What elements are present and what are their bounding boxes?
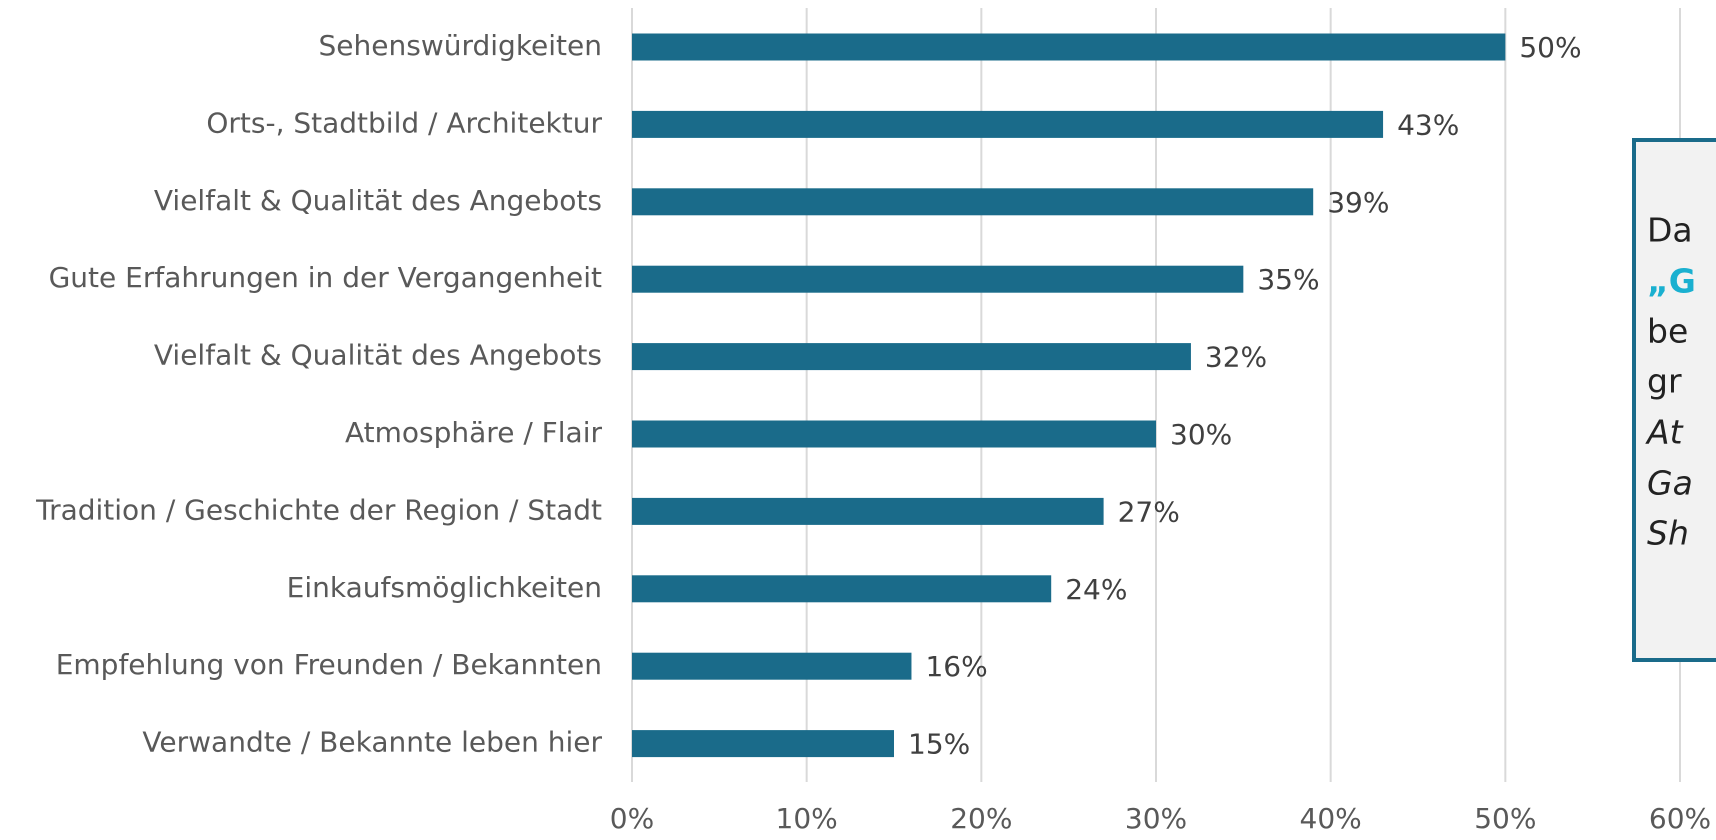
category-label: Orts-, Stadtbild / Architektur: [206, 106, 602, 139]
callout: Da „G be gr At Ga Sh: [1632, 138, 1716, 662]
category-label: Vielfalt & Qualität des Angebots: [154, 184, 602, 217]
x-tick-label: 40%: [1300, 802, 1362, 835]
category-label: Gute Erfahrungen in der Vergangenheit: [49, 261, 602, 294]
value-label: 30%: [1170, 418, 1232, 451]
bar: [632, 652, 912, 680]
bar: [632, 188, 1314, 216]
x-tick-label: 20%: [950, 802, 1012, 835]
callout-text: At: [1645, 413, 1684, 452]
callout-text: Sh: [1647, 514, 1689, 553]
category-label: Tradition / Geschichte der Region / Stad…: [35, 493, 602, 526]
value-label: 43%: [1397, 108, 1459, 141]
bar: [632, 730, 894, 758]
category-label: Vielfalt & Qualität des Angebots: [154, 339, 602, 372]
value-label: 39%: [1327, 186, 1389, 219]
callout-text: „G: [1647, 262, 1696, 301]
category-label: Empfehlung von Freunden / Bekannten: [56, 648, 602, 681]
callout-text: gr: [1647, 362, 1682, 401]
value-label: 16%: [925, 650, 987, 683]
x-tick-label: 30%: [1125, 802, 1187, 835]
bar: [632, 343, 1191, 371]
bar: [632, 575, 1052, 603]
value-label: 50%: [1519, 31, 1581, 64]
callout-text: Ga: [1647, 464, 1693, 503]
value-label: 35%: [1257, 263, 1319, 296]
bar: [632, 497, 1104, 525]
x-tick-label: 50%: [1474, 802, 1536, 835]
category-label: Einkaufsmöglichkeiten: [287, 571, 602, 604]
bar: [632, 33, 1506, 61]
category-label: Sehenswürdigkeiten: [319, 29, 602, 62]
value-label: 24%: [1065, 573, 1127, 606]
bar: [632, 420, 1156, 448]
value-label: 32%: [1205, 341, 1267, 374]
callout-text: be: [1647, 312, 1688, 351]
callout-box: [1632, 138, 1716, 662]
category-label: Verwandte / Bekannte leben hier: [142, 726, 602, 759]
value-label: 15%: [908, 728, 970, 761]
x-tick-label: 10%: [776, 802, 838, 835]
bar: [632, 265, 1244, 293]
plot: 0% 10% 20% 30% 40% 50% 60% Sehenswürdigkeiten 50…: [35, 8, 1711, 835]
bar: [632, 110, 1384, 138]
callout-text: Da: [1647, 211, 1693, 250]
value-label: 27%: [1118, 495, 1180, 528]
x-tick-label: 60%: [1649, 802, 1711, 835]
x-tick-label: 0%: [610, 802, 654, 835]
category-label: Atmosphäre / Flair: [345, 416, 602, 449]
